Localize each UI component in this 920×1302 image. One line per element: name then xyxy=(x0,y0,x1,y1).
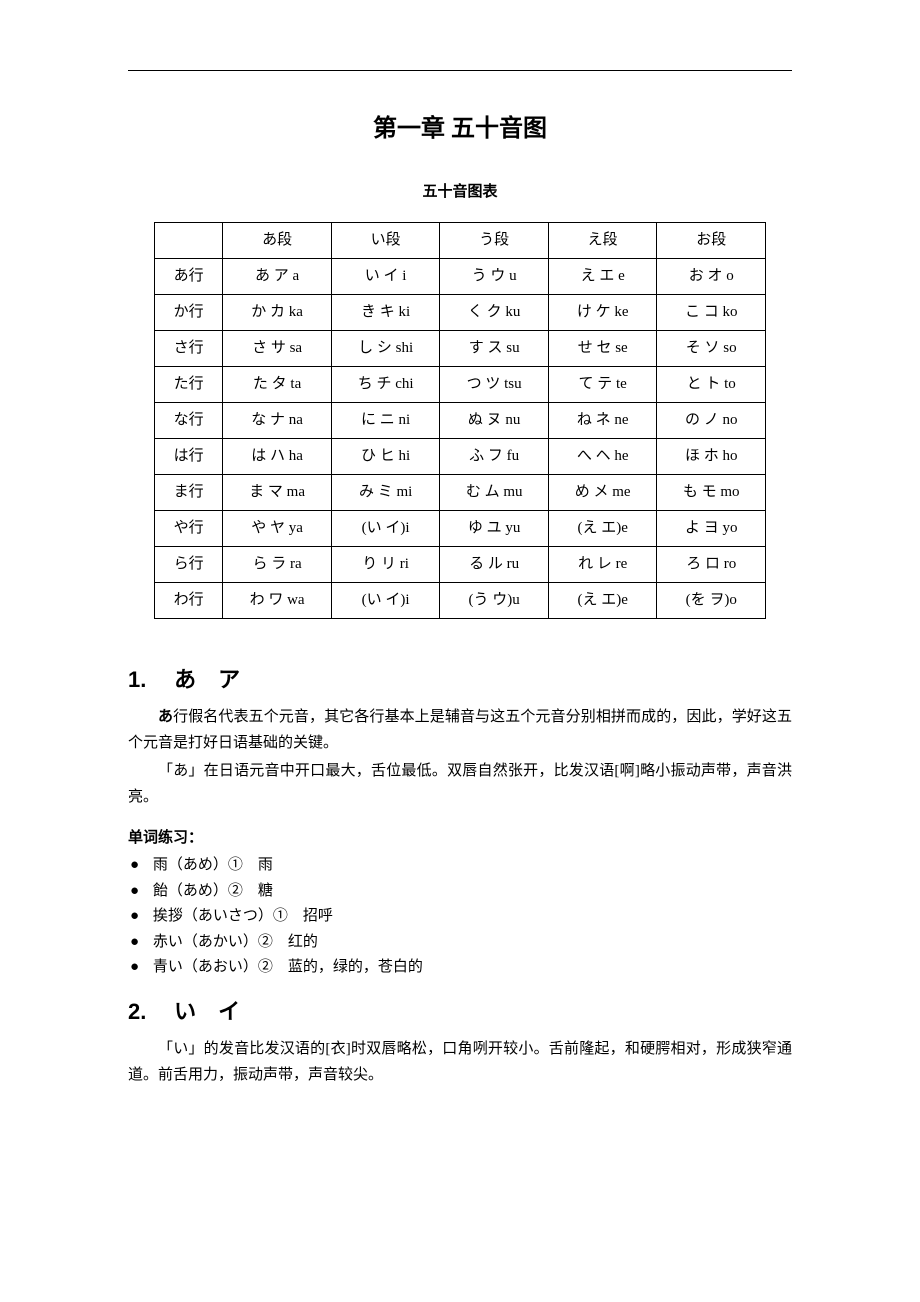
table-row: か行か カ kaき キ kiく ク kuけ ケ keこ コ ko xyxy=(155,294,766,330)
practice-list: 雨（あめ）① 雨 飴（あめ）② 糖 挨拶（あいさつ）① 招呼 赤い（あかい）② … xyxy=(128,853,792,981)
table-row: あ行あ ア aい イ iう ウ uえ エ eお オ o xyxy=(155,258,766,294)
table-cell: た行 xyxy=(155,366,223,402)
table-cell: や ヤ ya xyxy=(223,510,332,546)
table-cell: ま マ ma xyxy=(223,474,332,510)
table-cell: わ ワ wa xyxy=(223,582,332,618)
section-heading-1: 1. あ ア xyxy=(128,663,792,696)
table-header-cell: え段 xyxy=(548,222,657,258)
table-cell: つ ツ tsu xyxy=(440,366,549,402)
table-row: た行た タ taち チ chiつ ツ tsuて テ teと ト to xyxy=(155,366,766,402)
table-cell: め メ me xyxy=(548,474,657,510)
list-item: 飴（あめ）② 糖 xyxy=(128,879,792,905)
table-row: や行や ヤ ya(い イ)iゆ ユ yu(え エ)eよ ヨ yo xyxy=(155,510,766,546)
table-row: ま行ま マ maみ ミ miむ ム muめ メ meも モ mo xyxy=(155,474,766,510)
table-header-row: あ段 い段 う段 え段 お段 xyxy=(155,222,766,258)
practice-label: 单词练习： xyxy=(128,827,792,850)
table-cell: (え エ)e xyxy=(548,510,657,546)
table-cell: も モ mo xyxy=(657,474,766,510)
table-cell: い イ i xyxy=(331,258,440,294)
table-cell: そ ソ so xyxy=(657,330,766,366)
table-cell: こ コ ko xyxy=(657,294,766,330)
list-item: 挨拶（あいさつ）① 招呼 xyxy=(128,904,792,930)
table-cell: ろ ロ ro xyxy=(657,546,766,582)
table-cell: る ル ru xyxy=(440,546,549,582)
table-cell: は行 xyxy=(155,438,223,474)
table-cell: わ行 xyxy=(155,582,223,618)
table-cell: (い イ)i xyxy=(331,510,440,546)
table-cell: た タ ta xyxy=(223,366,332,402)
table-cell: け ケ ke xyxy=(548,294,657,330)
table-cell: に ニ ni xyxy=(331,402,440,438)
table-cell: す ス su xyxy=(440,330,549,366)
table-cell: (を ヲ)o xyxy=(657,582,766,618)
table-cell: お オ o xyxy=(657,258,766,294)
table-row: な行な ナ naに ニ niぬ ヌ nuね ネ neの ノ no xyxy=(155,402,766,438)
table-cell: み ミ mi xyxy=(331,474,440,510)
table-row: は行は ハ haひ ヒ hiふ フ fuへ ヘ heほ ホ ho xyxy=(155,438,766,474)
table-cell: あ行 xyxy=(155,258,223,294)
section-paragraph: 「あ」在日语元音中开口最大，舌位最低。双唇自然张开，比发汉语[啊]略小振动声带，… xyxy=(128,758,792,811)
gojuon-table: あ段 い段 う段 え段 お段 あ行あ ア aい イ iう ウ uえ エ eお オ… xyxy=(154,222,766,619)
table-header-cell xyxy=(155,222,223,258)
table-cell: て テ te xyxy=(548,366,657,402)
table-cell: く ク ku xyxy=(440,294,549,330)
table-cell: ふ フ fu xyxy=(440,438,549,474)
table-header-cell: あ段 xyxy=(223,222,332,258)
table-header-cell: い段 xyxy=(331,222,440,258)
table-cell: れ レ re xyxy=(548,546,657,582)
table-cell: ち チ chi xyxy=(331,366,440,402)
table-cell: ら行 xyxy=(155,546,223,582)
table-header-cell: う段 xyxy=(440,222,549,258)
section-paragraph: 「い」的发音比发汉语的[衣]时双唇略松，口角咧开较小。舌前隆起，和硬腭相对，形成… xyxy=(128,1036,792,1089)
table-row: わ行わ ワ wa(い イ)i(う ウ)u(え エ)e(を ヲ)o xyxy=(155,582,766,618)
table-cell: き キ ki xyxy=(331,294,440,330)
table-cell: (い イ)i xyxy=(331,582,440,618)
list-item: 雨（あめ）① 雨 xyxy=(128,853,792,879)
section-number: 2. xyxy=(128,995,168,1028)
table-cell: (う ウ)u xyxy=(440,582,549,618)
table-cell: え エ e xyxy=(548,258,657,294)
section-paragraph: あ行假名代表五个元音，其它各行基本上是辅音与这五个元音分别相拼而成的，因此，学好… xyxy=(128,704,792,757)
table-cell: ひ ヒ hi xyxy=(331,438,440,474)
table-title: 五十音图表 xyxy=(128,181,792,204)
section-number: 1. xyxy=(128,663,168,696)
section-kana: い イ xyxy=(174,999,240,1024)
table-cell: ま行 xyxy=(155,474,223,510)
table-cell: は ハ ha xyxy=(223,438,332,474)
table-header-cell: お段 xyxy=(657,222,766,258)
table-cell: か カ ka xyxy=(223,294,332,330)
table-cell: ゆ ユ yu xyxy=(440,510,549,546)
table-cell: さ サ sa xyxy=(223,330,332,366)
para-text: 行假名代表五个元音，其它各行基本上是辅音与这五个元音分别相拼而成的，因此，学好这… xyxy=(128,709,792,751)
table-cell: な ナ na xyxy=(223,402,332,438)
chapter-title: 第一章 五十音图 xyxy=(128,111,792,147)
table-cell: ぬ ヌ nu xyxy=(440,402,549,438)
list-item: 赤い（あかい）② 红的 xyxy=(128,930,792,956)
table-cell: む ム mu xyxy=(440,474,549,510)
table-cell: ら ラ ra xyxy=(223,546,332,582)
table-cell: ね ネ ne xyxy=(548,402,657,438)
table-cell: し シ shi xyxy=(331,330,440,366)
table-cell: (え エ)e xyxy=(548,582,657,618)
table-cell: の ノ no xyxy=(657,402,766,438)
table-cell: ほ ホ ho xyxy=(657,438,766,474)
table-cell: へ ヘ he xyxy=(548,438,657,474)
table-cell: あ ア a xyxy=(223,258,332,294)
list-item: 青い（あおい）② 蓝的，绿的，苍白的 xyxy=(128,955,792,981)
table-cell: う ウ u xyxy=(440,258,549,294)
table-row: さ行さ サ saし シ shiす ス suせ セ seそ ソ so xyxy=(155,330,766,366)
table-cell: か行 xyxy=(155,294,223,330)
table-cell: と ト to xyxy=(657,366,766,402)
table-cell: せ セ se xyxy=(548,330,657,366)
table-cell: よ ヨ yo xyxy=(657,510,766,546)
section-heading-2: 2. い イ xyxy=(128,995,792,1028)
table-cell: さ行 xyxy=(155,330,223,366)
table-row: ら行ら ラ raり リ riる ル ruれ レ reろ ロ ro xyxy=(155,546,766,582)
table-cell: や行 xyxy=(155,510,223,546)
section-kana: あ ア xyxy=(174,667,240,692)
table-cell: り リ ri xyxy=(331,546,440,582)
top-rule xyxy=(128,70,792,71)
bold-lead: あ xyxy=(158,709,173,725)
table-cell: な行 xyxy=(155,402,223,438)
